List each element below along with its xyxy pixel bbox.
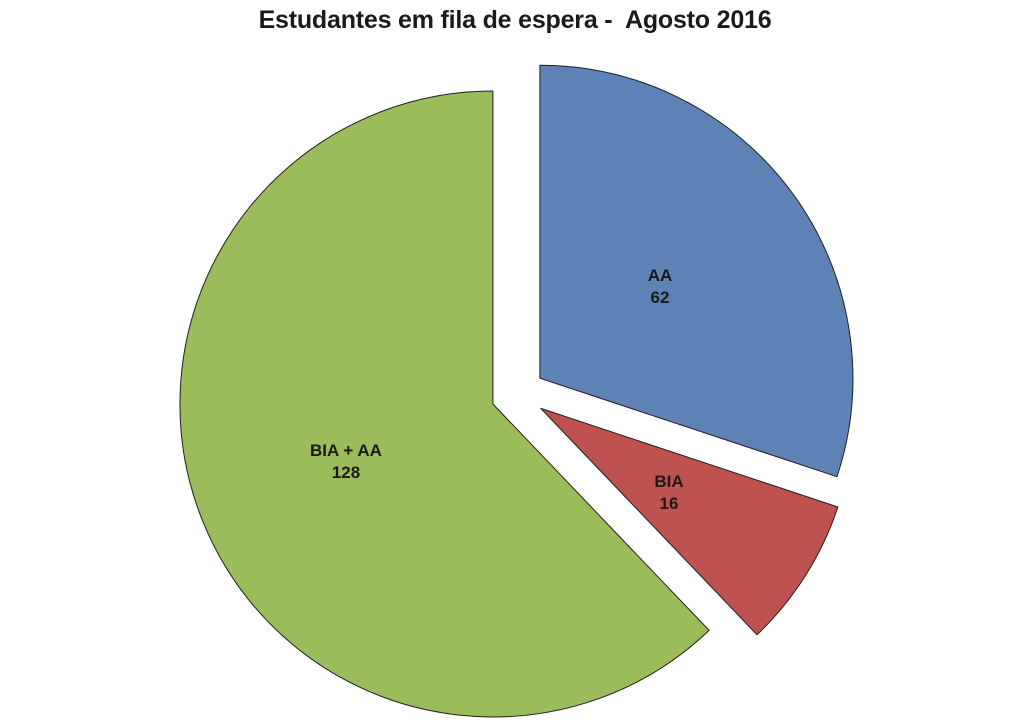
pie-slice-bia-aa — [179, 90, 710, 718]
slice-label-aa: AA 62 — [648, 266, 673, 307]
pie-slice-bia — [540, 407, 839, 636]
chart-title: Estudantes em fila de espera - Agosto 20… — [258, 6, 772, 34]
pie-slice-aa — [539, 64, 854, 478]
slice-label-bia: BIA 16 — [654, 472, 683, 513]
slice-label-bia-aa: BIA + AA 128 — [310, 441, 382, 482]
